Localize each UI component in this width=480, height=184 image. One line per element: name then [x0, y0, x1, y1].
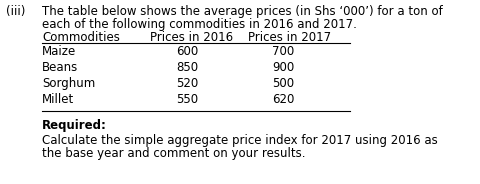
Text: Prices in 2016: Prices in 2016 [150, 31, 233, 44]
Text: Beans: Beans [42, 61, 78, 74]
Text: 550: 550 [176, 93, 198, 106]
Text: Prices in 2017: Prices in 2017 [248, 31, 331, 44]
Text: 700: 700 [272, 45, 294, 58]
Text: Maize: Maize [42, 45, 76, 58]
Text: Millet: Millet [42, 93, 74, 106]
Text: (iii): (iii) [6, 5, 25, 18]
Text: 520: 520 [176, 77, 198, 90]
Text: Calculate the simple aggregate price index for 2017 using 2016 as: Calculate the simple aggregate price ind… [42, 134, 438, 147]
Text: 620: 620 [272, 93, 294, 106]
Text: 900: 900 [272, 61, 294, 74]
Text: Required:: Required: [42, 119, 107, 132]
Text: each of the following commodities in 2016 and 2017.: each of the following commodities in 201… [42, 18, 357, 31]
Text: Sorghum: Sorghum [42, 77, 95, 90]
Text: the base year and comment on your results.: the base year and comment on your result… [42, 147, 305, 160]
Text: The table below shows the average prices (in Shs ‘000’) for a ton of: The table below shows the average prices… [42, 5, 443, 18]
Text: Commodities: Commodities [42, 31, 120, 44]
Text: 850: 850 [176, 61, 198, 74]
Text: 600: 600 [176, 45, 198, 58]
Text: 500: 500 [272, 77, 294, 90]
